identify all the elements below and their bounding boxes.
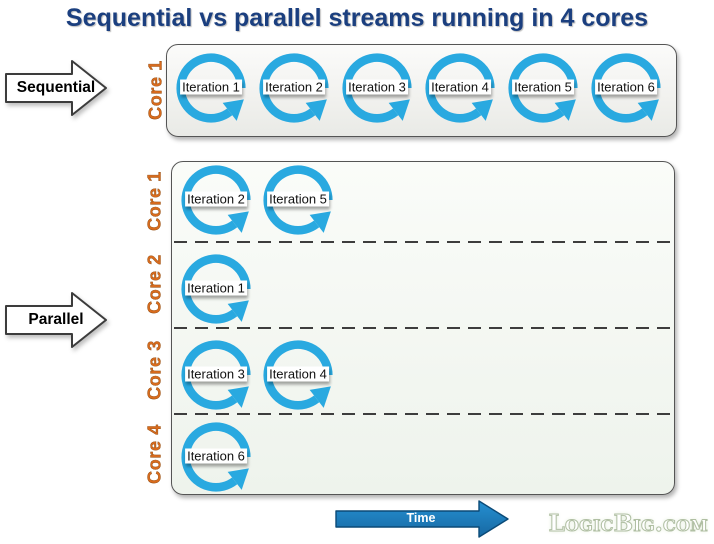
circular-arrow-icon — [181, 340, 251, 410]
circular-arrow-icon — [263, 340, 333, 410]
parallel-arrow — [5, 292, 107, 348]
parallel-core-box: Iteration 2 Iteration 5 Iteration 1 Iterati… — [171, 161, 675, 495]
iteration-circle: Iteration 1 — [180, 253, 252, 325]
iteration-label: Iteration 2 — [185, 191, 247, 207]
row-divider — [174, 241, 672, 243]
circular-arrow-icon — [176, 53, 246, 123]
iteration-label: Iteration 1 — [185, 280, 247, 296]
iteration-circle: Iteration 4 — [424, 52, 496, 124]
circular-arrow-icon — [263, 165, 333, 235]
row-divider — [174, 327, 672, 329]
circular-arrow-icon — [181, 422, 251, 492]
sequential-iterations-row: Iteration 1 Iteration 2 Iteration 3 Iterati… — [167, 45, 676, 124]
time-axis-label: Time — [406, 511, 436, 525]
sequential-core-box: Iteration 1 Iteration 2 Iteration 3 Iterati… — [166, 44, 677, 137]
iteration-label: Iteration 3 — [185, 366, 247, 382]
iteration-circle: Iteration 6 — [590, 52, 662, 124]
circular-arrow-icon — [181, 254, 251, 324]
iteration-label: Iteration 6 — [185, 448, 247, 464]
iteration-circle: Iteration 5 — [262, 164, 334, 236]
core-label: Core 2 — [144, 254, 165, 314]
row-divider — [174, 413, 672, 415]
iteration-circle: Iteration 4 — [262, 339, 334, 411]
iteration-circle: Iteration 6 — [180, 421, 252, 493]
iteration-label: Iteration 3 — [346, 79, 408, 95]
iteration-circle: Iteration 1 — [175, 52, 247, 124]
iteration-label: Iteration 4 — [429, 79, 491, 95]
sequential-arrow-label: Sequential — [16, 79, 96, 96]
core-label: Core 3 — [144, 340, 165, 400]
core-row: Iteration 6 — [172, 414, 674, 494]
sequential-arrow — [5, 60, 107, 116]
iteration-circle: Iteration 3 — [341, 52, 413, 124]
iteration-circle: Iteration 3 — [180, 339, 252, 411]
logicbig-logo: LogicBig.com — [548, 510, 708, 538]
iteration-label: Iteration 5 — [267, 191, 329, 207]
parallel-arrow-label: Parallel — [28, 311, 84, 328]
core-label: Core 1 — [144, 171, 165, 231]
core-row: Iteration 2 Iteration 5 — [172, 162, 674, 242]
circular-arrow-icon — [508, 53, 578, 123]
circular-arrow-icon — [591, 53, 661, 123]
core-label-sequential: Core 1 — [145, 60, 166, 120]
circular-arrow-icon — [181, 165, 251, 235]
iteration-circle: Iteration 2 — [180, 164, 252, 236]
iteration-label: Iteration 2 — [263, 79, 325, 95]
page-title: Sequential vs parallel streams running i… — [65, 4, 649, 32]
core-row: Iteration 1 — [172, 242, 674, 328]
iteration-label: Iteration 1 — [180, 79, 242, 95]
iteration-circle: Iteration 2 — [258, 52, 330, 124]
circular-arrow-icon — [259, 53, 329, 123]
core-label: Core 4 — [144, 424, 165, 484]
iteration-label: Iteration 4 — [267, 366, 329, 382]
iteration-circle: Iteration 5 — [507, 52, 579, 124]
circular-arrow-icon — [425, 53, 495, 123]
iteration-label: Iteration 5 — [512, 79, 574, 95]
circular-arrow-icon — [342, 53, 412, 123]
iteration-label: Iteration 6 — [595, 79, 657, 95]
core-row: Iteration 3 Iteration 4 — [172, 328, 674, 414]
time-arrow — [335, 500, 509, 538]
